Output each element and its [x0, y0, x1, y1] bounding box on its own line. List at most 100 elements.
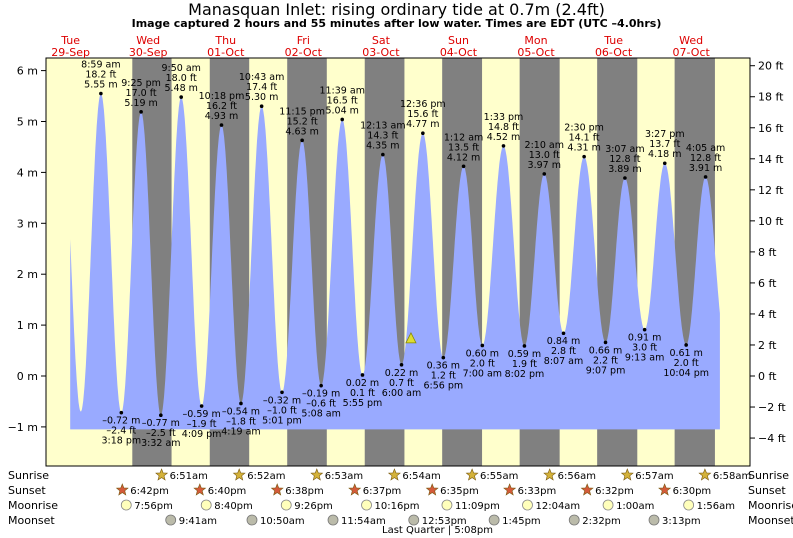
- high-tide-time: 12:36 pm: [400, 99, 446, 110]
- low-tide-m: 0.84 m: [547, 336, 580, 347]
- low-tide-point: [561, 331, 566, 336]
- low-tide-point: [159, 413, 163, 417]
- sunset-time: 6:42pm: [130, 486, 169, 497]
- day-name-label: Tue: [60, 34, 80, 47]
- high-tide-point: [421, 131, 425, 136]
- high-tide-time: 10:18 pm: [199, 91, 245, 102]
- moonset-time: 10:50am: [260, 516, 305, 527]
- moonrise-icon: [522, 499, 533, 511]
- sunrise-time: 6:58am: [713, 471, 751, 482]
- moonrise-icon: [361, 499, 372, 511]
- row-label-right: Moonset: [748, 514, 793, 527]
- high-tide-time: 9:50 am: [161, 63, 200, 74]
- sunset-icon: [115, 483, 129, 496]
- high-tide-m: 5.04 m: [325, 105, 358, 116]
- high-tide-ft: 15.2 ft: [287, 116, 318, 127]
- sunset-time: 6:38pm: [285, 486, 324, 497]
- chart-subtitle: Image captured 2 hours and 55 minutes af…: [131, 17, 662, 30]
- y-left-tick-label: 5 m: [17, 116, 38, 129]
- moonset-icon: [568, 514, 580, 526]
- high-tide-time: 3:07 am: [605, 144, 644, 155]
- high-tide-point: [703, 175, 708, 179]
- low-tide-point: [684, 343, 688, 347]
- day-date-label: 29-Sep: [51, 46, 90, 59]
- sunset-time: 6:35pm: [440, 486, 479, 497]
- high-tide-time: 8:59 am: [81, 60, 120, 71]
- high-tide-ft: 13.5 ft: [448, 142, 479, 153]
- day-date-label: 30-Sep: [129, 46, 168, 59]
- y-right-tick-label: 18 ft: [758, 91, 784, 104]
- row-label-left: Sunset: [8, 484, 46, 497]
- high-tide-point: [179, 95, 183, 99]
- high-tide-m: 4.35 m: [366, 141, 399, 152]
- low-tide-m: 0.66 m: [589, 345, 622, 356]
- moonset-icon: [488, 514, 500, 526]
- high-tide-m: 4.31 m: [567, 143, 600, 154]
- high-tide-m: 5.55 m: [84, 80, 117, 91]
- low-tide-time: 8:07 am: [544, 356, 583, 367]
- day-date-label: 03-Oct: [362, 46, 400, 59]
- sunset-icon: [658, 483, 672, 496]
- high-tide-m: 5.19 m: [124, 98, 157, 109]
- low-tide-point: [480, 343, 485, 348]
- sunset-icon: [270, 483, 284, 496]
- moonrise-time: 7:56pm: [134, 501, 173, 512]
- sunrise-icon: [232, 468, 246, 481]
- high-tide-m: 4.52 m: [487, 132, 520, 143]
- y-right-tick-label: −2 ft: [758, 401, 786, 414]
- low-tide-m: 0.61 m: [669, 348, 702, 359]
- moonrise-icon: [683, 499, 695, 511]
- high-tide-ft: 12.8 ft: [609, 154, 640, 165]
- row-label-right: Sunset: [748, 484, 786, 497]
- low-tide-m: –0.19 m: [302, 389, 340, 400]
- low-tide-point: [360, 373, 365, 377]
- sunrise-icon: [387, 468, 401, 481]
- moonset-icon: [648, 514, 660, 526]
- sunset-icon: [193, 483, 207, 496]
- sunset-icon: [503, 483, 517, 496]
- high-tide-point: [381, 152, 385, 157]
- high-tide-ft: 13.7 ft: [649, 139, 680, 150]
- low-tide-ft: –2.4 ft: [106, 426, 136, 437]
- high-tide-m: 3.97 m: [528, 160, 561, 171]
- high-tide-m: 3.91 m: [689, 163, 722, 174]
- moon-phase-label: Last Quarter | 5:08pm: [382, 525, 493, 536]
- low-tide-m: 0.36 m: [427, 361, 460, 372]
- high-tide-time: 2:10 am: [525, 140, 564, 151]
- low-tide-m: –0.32 m: [263, 395, 301, 406]
- low-tide-point: [441, 355, 446, 360]
- day-name-label: Wed: [679, 34, 703, 47]
- high-tide-point: [662, 161, 667, 166]
- moonrise-icon: [120, 499, 132, 511]
- low-tide-point: [642, 327, 647, 332]
- moonrise-time: 1:56am: [697, 501, 735, 512]
- high-tide-time: 3:27 pm: [645, 129, 685, 140]
- high-tide-m: 3.89 m: [608, 164, 641, 175]
- tide-area: [70, 93, 720, 430]
- high-tide-time: 12:13 am: [360, 121, 405, 132]
- high-tide-point: [340, 117, 345, 122]
- high-tide-ft: 18.0 ft: [166, 73, 197, 84]
- high-tide-time: 11:39 am: [319, 85, 364, 96]
- low-tide-time: 7:00 am: [463, 368, 502, 379]
- day-name-label: Sun: [448, 34, 469, 47]
- low-tide-time: 5:01 pm: [262, 415, 302, 426]
- moonrise-icon: [441, 499, 453, 511]
- high-tide-point: [139, 110, 143, 114]
- low-tide-ft: –1.0 ft: [267, 405, 297, 416]
- high-tide-time: 9:25 pm: [121, 78, 161, 89]
- day-date-label: 05-Oct: [517, 46, 555, 59]
- low-tide-time: 9:13 am: [625, 353, 664, 364]
- moonset-time: 1:45pm: [502, 516, 541, 527]
- low-tide-ft: 0.7 ft: [389, 378, 414, 389]
- low-tide-m: –0.54 m: [222, 406, 260, 417]
- high-tide-point: [259, 104, 264, 109]
- row-label-left: Moonrise: [8, 499, 58, 512]
- row-label-right: Moonrise: [748, 499, 793, 512]
- high-tide-ft: 16.2 ft: [206, 101, 237, 112]
- y-right-tick-label: 6 ft: [758, 277, 777, 290]
- high-tide-m: 4.12 m: [447, 152, 480, 163]
- low-tide-time: 6:00 am: [382, 388, 421, 399]
